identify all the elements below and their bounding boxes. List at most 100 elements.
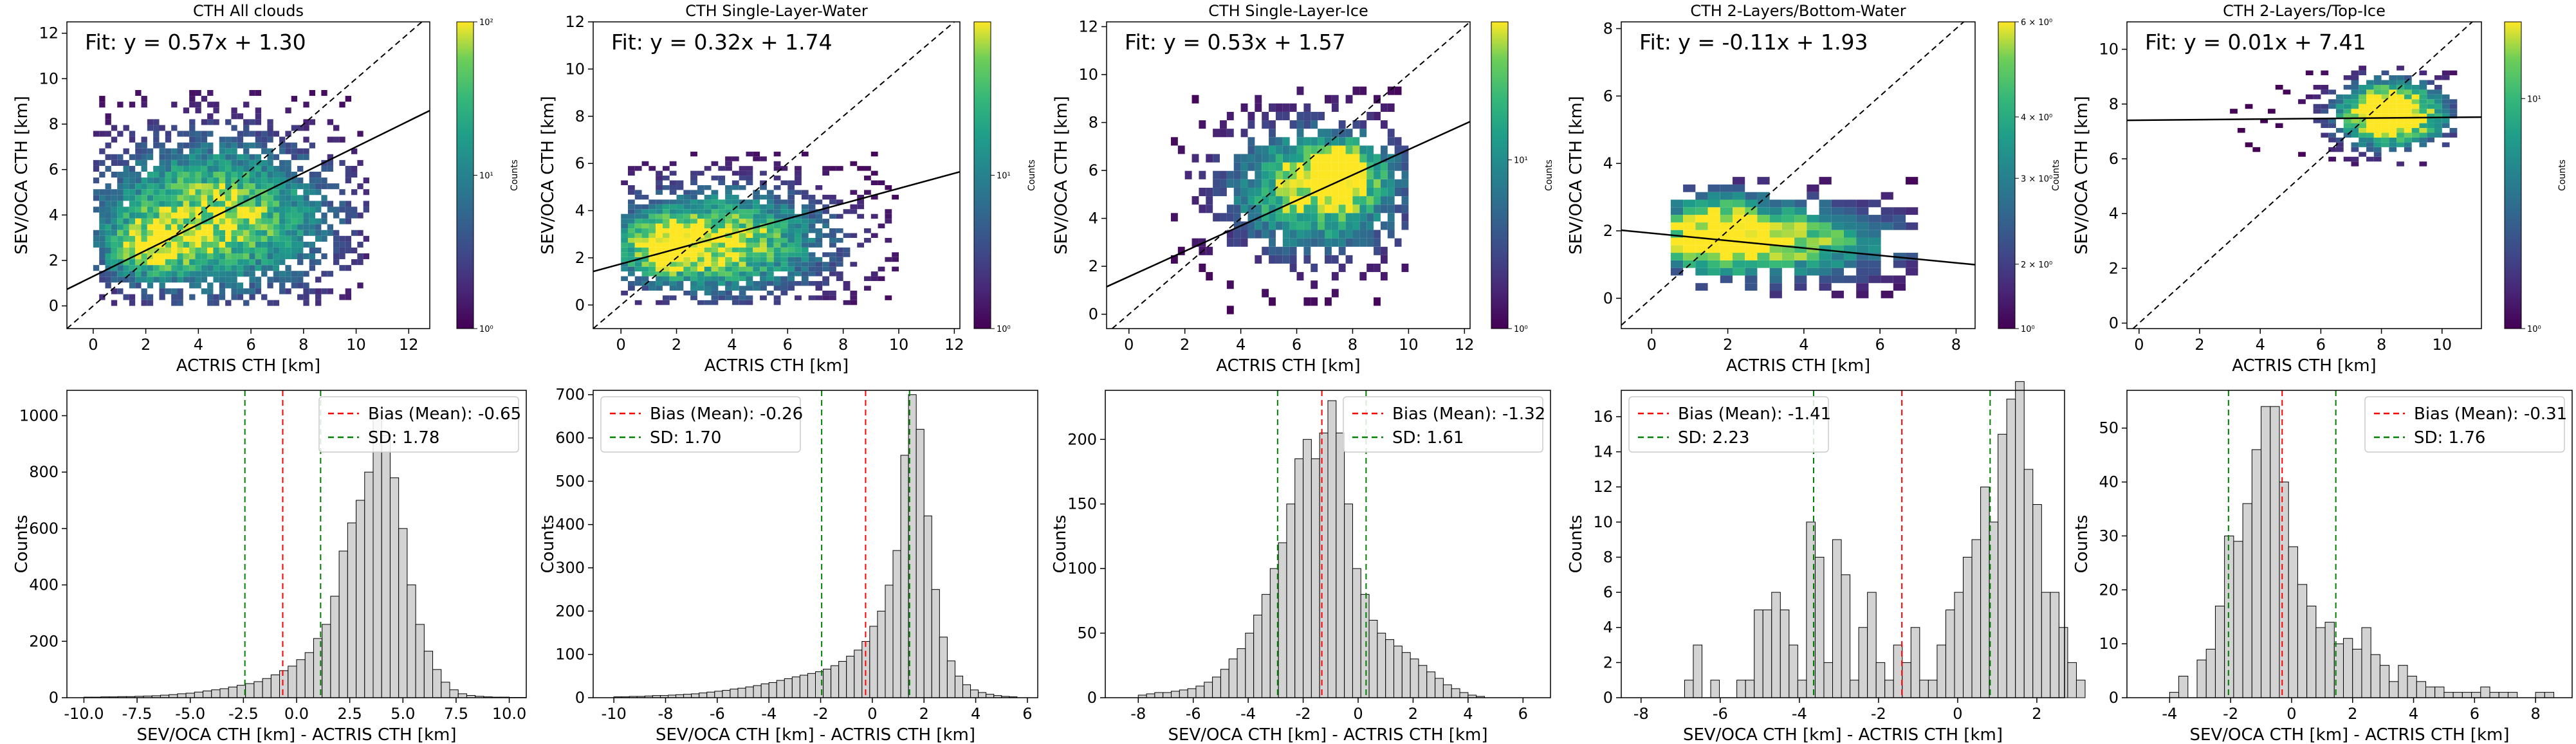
heatmap-cell [2427, 113, 2435, 119]
heatmap-cell [1670, 237, 1684, 246]
heatmap-cell [189, 206, 196, 213]
heatmap-cell [171, 230, 178, 236]
heatmap-cell [1352, 170, 1360, 179]
colorbar-gradient [1998, 21, 2016, 329]
y-tick-label: 6 [1603, 583, 1613, 601]
heatmap-cell [225, 177, 232, 184]
heatmap-cell [213, 172, 219, 178]
heatmap-cell [195, 218, 201, 224]
heatmap-cell [2366, 137, 2374, 143]
heatmap-cell [634, 242, 642, 248]
heatmap-cell [1881, 215, 1893, 222]
histogram-bar [2343, 638, 2353, 698]
heatmap-cell [1352, 204, 1360, 213]
heatmap-cell [207, 131, 214, 137]
heatmap-cell [704, 194, 712, 200]
heatmap-cell [1794, 275, 1807, 284]
heatmap-cell [273, 154, 280, 160]
heatmap-cell [249, 154, 255, 160]
heatmap-cell [183, 159, 190, 166]
heatmap-cell [219, 282, 226, 289]
heatmap-cell [1819, 237, 1832, 246]
histogram-bar [253, 681, 263, 698]
heatmap-cell [753, 262, 760, 267]
heatmap-cell [1831, 199, 1844, 208]
heatmap-cell [129, 230, 136, 236]
heatmap-cell [99, 277, 106, 283]
heatmap-cell [189, 125, 196, 131]
heatmap-cell [704, 213, 712, 219]
histogram-bar [962, 684, 971, 698]
heatmap-cell [345, 177, 352, 184]
heatmap-cell [2321, 70, 2329, 76]
heatmap-cell [195, 282, 201, 289]
heatmap-cell [1394, 145, 1402, 154]
heatmap-cell [1732, 245, 1745, 253]
heatmap-cell [339, 102, 345, 108]
heatmap-cell [843, 233, 851, 238]
heatmap-cell [739, 276, 746, 282]
heatmap-cell [697, 237, 704, 243]
heatmap-cell [183, 165, 190, 172]
heatmap-cell [2366, 104, 2374, 109]
heatmap-cell [321, 230, 327, 236]
heatmap-cell [171, 300, 178, 306]
histogram-bar [869, 626, 878, 698]
heatmap-cell [2434, 99, 2442, 104]
heatmap-cell [225, 282, 232, 289]
histogram-bar [861, 640, 870, 698]
heatmap-cell [123, 224, 129, 230]
legend-box [600, 396, 801, 453]
heatmap-cell [690, 170, 697, 176]
heatmap-cell [857, 194, 865, 200]
heatmap-cell [815, 199, 823, 204]
heatmap-cell [117, 159, 124, 166]
heatmap-cell [267, 265, 273, 271]
heatmap-cell [2389, 142, 2397, 147]
heatmap-cell [1387, 204, 1395, 213]
heatmap-cell [1311, 238, 1318, 247]
heatmap-cell [656, 219, 663, 224]
heatmap-cell [213, 271, 219, 277]
heatmap-cell [1401, 179, 1409, 188]
heatmap-cell [1843, 260, 1857, 268]
heatmap-cell [183, 247, 190, 254]
heatmap-cell [333, 241, 340, 248]
heatmap-cell [2298, 99, 2306, 104]
colorbar-tick-label: 10⁰ [2527, 325, 2541, 334]
heatmap-cell [213, 206, 219, 213]
heatmap-cell [656, 233, 663, 238]
heatmap-cell [99, 294, 106, 300]
heatmap-cell [321, 195, 327, 201]
heatmap-cell [1296, 129, 1304, 138]
heatmap-cell [285, 265, 291, 271]
heatmap-cell [718, 276, 726, 282]
legend-box [1343, 396, 1543, 453]
heatmap-cell [1745, 260, 1758, 268]
heatmap-cell [753, 209, 760, 214]
heatmap-cell [2397, 89, 2404, 95]
heatmap-cell [627, 271, 635, 277]
heatmap-cell [303, 271, 309, 277]
heatmap-cell [627, 237, 635, 243]
heatmap-cell [1269, 297, 1276, 306]
heatmap-cell [2419, 118, 2427, 123]
histogram-bar [1237, 648, 1246, 698]
histogram-bar [1937, 644, 1946, 698]
heatmap-cell [787, 213, 795, 219]
heatmap-cell [2351, 80, 2359, 85]
heatmap-cell [225, 235, 232, 242]
heatmap-cell [327, 201, 334, 207]
histogram-bar [203, 690, 212, 698]
histogram-bar [1902, 662, 1911, 698]
heatmap-cell [273, 172, 280, 178]
identity-line [1112, 21, 1471, 329]
heatmap-cell [201, 241, 208, 248]
heatmap-cell [357, 183, 363, 190]
heatmap-cell [285, 165, 291, 172]
heatmap-cell [801, 213, 809, 219]
colorbar-tick-label: 10¹ [1514, 156, 1528, 166]
heatmap-cell [760, 286, 767, 291]
